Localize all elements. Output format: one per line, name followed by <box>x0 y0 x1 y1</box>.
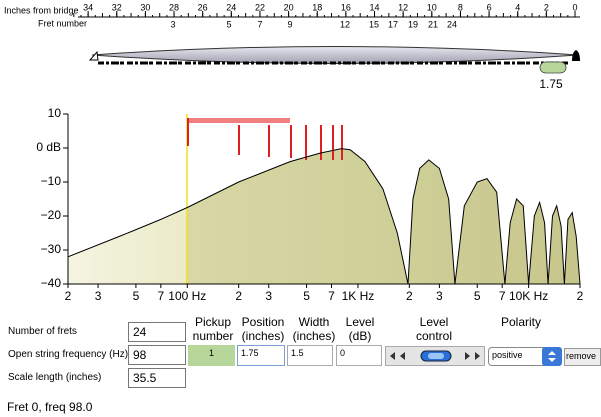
pickup-marker-label: 1.75 <box>539 77 563 91</box>
column-header: number <box>192 329 234 343</box>
column-header: Polarity <box>500 315 541 329</box>
x-tick-label: 2 <box>235 289 242 303</box>
ruler-inch-label: 32 <box>112 2 122 12</box>
ruler-inch-label: 22 <box>255 2 265 12</box>
status-text: Fret 0, freq 98.0 <box>7 400 93 414</box>
fret-label: 24 <box>447 19 457 29</box>
x-tick-label: 3 <box>95 289 102 303</box>
ruler-inch-label: 28 <box>169 2 179 12</box>
fret-label: 7 <box>257 19 262 29</box>
response-line <box>67 148 581 285</box>
ruler-inch-label: 18 <box>312 2 322 12</box>
red-range <box>188 118 290 123</box>
column-header: Level <box>419 315 449 329</box>
ruler-inch-label: 34 <box>83 2 93 12</box>
ruler-inch-label: 0 <box>572 2 577 12</box>
ruler-fret-label: Fret number <box>38 18 87 28</box>
y-tick-label: 0 dB <box>36 140 61 154</box>
ruler-inch-label: 12 <box>398 2 408 12</box>
remove-button[interactable]: remove <box>564 348 601 366</box>
column-header: control <box>415 329 453 343</box>
x-tick-label: 5 <box>133 289 140 303</box>
field-label: Number of frets <box>8 326 77 337</box>
x-tick-label: 5 <box>474 289 481 303</box>
field-label: Open string frequency (Hz) <box>8 349 129 360</box>
x-tick-label: 5 <box>303 289 310 303</box>
column-header: Position <box>241 315 285 329</box>
column-header: (inches) <box>241 329 285 343</box>
ruler-inch-label: 30 <box>140 2 150 12</box>
select-arrow <box>542 347 562 366</box>
position-input[interactable]: 1.75 <box>237 345 285 366</box>
frets-input[interactable]: 24 <box>128 322 186 342</box>
ruler-inch-label: 10 <box>427 2 437 12</box>
ruler-inch-label: 20 <box>284 2 294 12</box>
nut-marker <box>88 50 99 61</box>
column-header: (dB) <box>348 329 372 343</box>
x-tick-label: 2 <box>65 289 72 303</box>
column-header: (inches) <box>292 329 336 343</box>
fret-label: 21 <box>428 19 438 29</box>
ruler-inch-label: 4 <box>515 2 520 12</box>
harmonic-lines <box>187 118 343 160</box>
fret-label: 5 <box>226 19 231 29</box>
y-tick-label: −30 <box>41 242 62 256</box>
column-header: Pickup <box>194 315 232 329</box>
display: Inches from bridge Fret number 1.75 34 32… <box>4 2 584 303</box>
x-tick-label: 1K Hz <box>342 289 375 303</box>
fret-label: 9 <box>287 19 292 29</box>
y-tick-label: −40 <box>41 276 62 290</box>
ruler-inch-label: 24 <box>226 2 236 12</box>
y-tick-label: 10 <box>48 106 62 120</box>
width-input[interactable]: 1.5 <box>287 345 333 366</box>
ruler-inch-label: 26 <box>198 2 208 12</box>
x-tick-label: 2 <box>577 289 584 303</box>
x-tick-label: 7 <box>328 289 335 303</box>
fret-label: 17 <box>388 19 398 29</box>
x-tick-label: 10K Hz <box>509 289 548 303</box>
y-tick-label: −20 <box>41 208 62 222</box>
column-header: Width <box>298 315 330 329</box>
x-tick-label: 100 Hz <box>168 289 206 303</box>
ruler-inch-label: 6 <box>487 2 492 12</box>
fret-label: 12 <box>340 19 350 29</box>
x-tick-label: 7 <box>499 289 506 303</box>
level-input[interactable]: 0 <box>336 345 382 366</box>
y-tick-label: −10 <box>41 174 62 188</box>
fret-label: 3 <box>170 19 175 29</box>
ruler-inch-label: 8 <box>458 2 463 12</box>
x-tick-label: 3 <box>436 289 443 303</box>
ruler-inch-label: 14 <box>370 2 380 12</box>
scale-input[interactable]: 35.5 <box>128 368 186 388</box>
frequency-input[interactable]: 98 <box>128 345 186 365</box>
ruler-inch-label: 16 <box>341 2 351 12</box>
x-tick-label: 2 <box>406 289 413 303</box>
pickup-marker[interactable] <box>539 61 567 74</box>
field-label: Scale length (inches) <box>8 372 102 383</box>
pickup-number: 1 <box>188 345 235 366</box>
fret-label: 19 <box>408 19 418 29</box>
level-slider[interactable] <box>385 346 485 366</box>
bridge-marker <box>572 50 580 61</box>
x-tick-label: 3 <box>265 289 272 303</box>
string-body <box>91 46 579 64</box>
ruler-inch-label: 2 <box>544 2 549 12</box>
column-header: Level <box>345 315 375 329</box>
fret-label: 15 <box>369 19 379 29</box>
x-tick-label: 7 <box>158 289 165 303</box>
ruler-inches-label: Inches from bridge <box>4 5 79 15</box>
